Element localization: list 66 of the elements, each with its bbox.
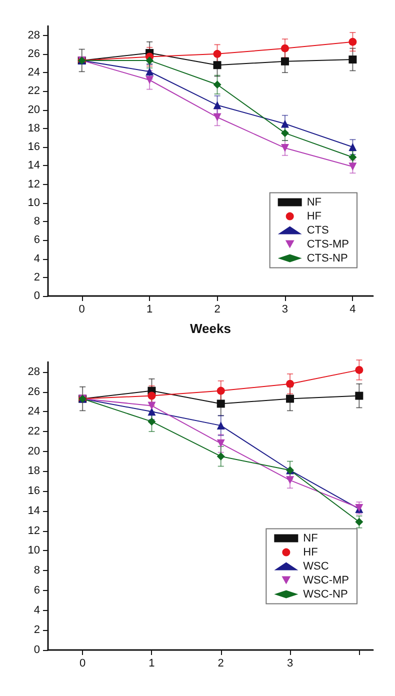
point bbox=[348, 38, 357, 46]
y-tick-label: 24 bbox=[28, 66, 40, 79]
legend-label: WSC-MP bbox=[303, 574, 349, 586]
y-tick-label: 20 bbox=[28, 445, 40, 458]
y-tick-label: 8 bbox=[34, 564, 40, 577]
y-tick-label: 12 bbox=[28, 524, 40, 537]
legend-label: CTS bbox=[306, 224, 329, 236]
x-tick-label: 1 bbox=[146, 304, 153, 316]
y-tick-label: 10 bbox=[28, 544, 40, 557]
legend-label: NF bbox=[306, 196, 322, 208]
x-axis-title: Weeks bbox=[190, 321, 231, 336]
y-tick-label: 26 bbox=[28, 386, 40, 398]
point bbox=[213, 80, 222, 89]
y-tick-label: 24 bbox=[28, 406, 40, 418]
point bbox=[348, 56, 357, 64]
y-tick-label: 4 bbox=[34, 604, 40, 616]
x-tick-label: 0 bbox=[78, 304, 85, 316]
point bbox=[213, 50, 222, 58]
legend-label: WSC-NP bbox=[303, 588, 348, 600]
y-tick-label: 6 bbox=[34, 234, 40, 246]
point bbox=[216, 400, 225, 408]
point bbox=[216, 422, 225, 430]
y-tick-label: 22 bbox=[28, 426, 40, 438]
y-tick-label: 14 bbox=[28, 504, 40, 517]
legend-label: HF bbox=[303, 546, 318, 558]
y-tick-label: 28 bbox=[28, 29, 40, 42]
point bbox=[355, 366, 364, 374]
y-tick-label: 8 bbox=[34, 216, 40, 228]
x-tick-label: 1 bbox=[148, 658, 155, 670]
point bbox=[213, 113, 222, 122]
point bbox=[213, 61, 222, 70]
y-tick-label: 26 bbox=[28, 48, 40, 60]
legend-label: HF bbox=[306, 210, 322, 222]
x-tick-label: 3 bbox=[282, 304, 288, 316]
point bbox=[348, 162, 357, 171]
legend-label: WSC bbox=[303, 560, 329, 572]
legend-label: CTS-MP bbox=[306, 238, 350, 250]
x-tick-label: 2 bbox=[214, 304, 220, 316]
y-tick-label: 20 bbox=[28, 104, 40, 116]
x-tick-label: 3 bbox=[286, 658, 294, 670]
point bbox=[355, 518, 364, 526]
y-tick-label: 18 bbox=[28, 122, 40, 134]
x-tick-label: 2 bbox=[218, 658, 224, 670]
y-tick-label: 2 bbox=[34, 624, 40, 636]
y-tick-label: 2 bbox=[34, 271, 40, 284]
y-tick-label: 10 bbox=[28, 196, 40, 209]
y-tick-label: 4 bbox=[34, 252, 40, 265]
y-tick-label: 12 bbox=[28, 178, 40, 190]
y-tick-label: 16 bbox=[28, 485, 40, 498]
x-tick-label: 0 bbox=[80, 658, 86, 670]
y-tick-label: 6 bbox=[34, 584, 40, 596]
y-tick-label: 16 bbox=[28, 141, 40, 154]
y-tick-label: 14 bbox=[28, 160, 40, 172]
point bbox=[355, 392, 364, 400]
point bbox=[280, 44, 289, 52]
y-tick-label: 22 bbox=[28, 85, 40, 98]
x-tick-label: 4 bbox=[350, 304, 356, 316]
y-tick-label: 0 bbox=[34, 290, 40, 302]
point bbox=[280, 144, 289, 152]
y-tick-label: 28 bbox=[28, 366, 40, 378]
legend-label: NF bbox=[303, 532, 318, 544]
y-tick-label: 18 bbox=[28, 465, 40, 478]
point bbox=[148, 392, 156, 400]
y-tick-label: 0 bbox=[34, 644, 40, 656]
point bbox=[216, 386, 225, 395]
legend-label: CTS-NP bbox=[306, 252, 348, 264]
